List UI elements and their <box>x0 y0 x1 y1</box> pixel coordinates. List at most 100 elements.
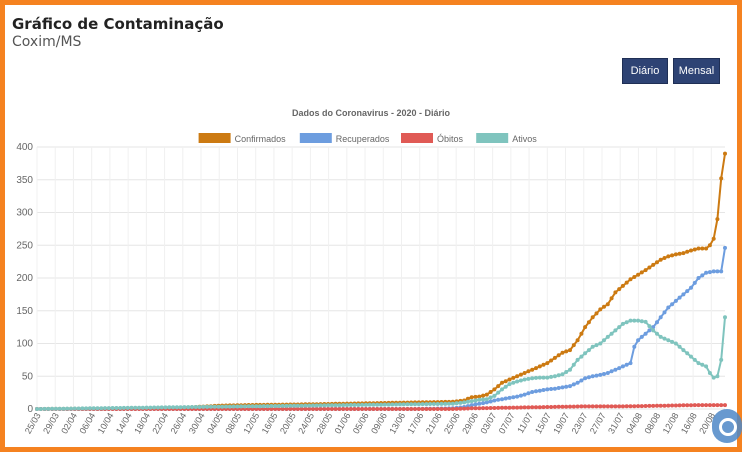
data-point <box>692 357 697 362</box>
data-point <box>292 407 297 411</box>
page-subtitle: Coxim/MS <box>12 34 82 50</box>
data-point <box>658 257 663 262</box>
x-tick-label: 17/06 <box>406 411 426 436</box>
monthly-button[interactable]: Mensal <box>673 58 720 84</box>
data-point <box>605 371 610 375</box>
x-tick-label: 02/04 <box>59 411 79 436</box>
data-point <box>382 402 387 407</box>
data-point <box>337 403 342 408</box>
daily-button[interactable]: Diário <box>622 58 668 84</box>
x-tick-label: 31/07 <box>606 411 626 436</box>
data-point <box>454 406 459 411</box>
data-point <box>556 404 561 409</box>
data-point <box>269 407 274 411</box>
chart-plot <box>35 151 727 411</box>
data-point <box>571 362 576 367</box>
data-point <box>590 374 595 379</box>
data-point <box>628 361 633 366</box>
data-point <box>477 397 482 402</box>
data-point <box>666 305 671 310</box>
data-point <box>35 407 39 411</box>
data-point <box>583 325 588 330</box>
data-point <box>95 406 100 411</box>
x-tick-label: 13/06 <box>387 411 407 436</box>
data-point <box>670 403 675 408</box>
data-point <box>208 404 213 409</box>
data-point <box>704 403 709 408</box>
data-point <box>416 407 421 411</box>
x-tick-label: 16/05 <box>260 411 280 436</box>
data-point <box>534 366 538 371</box>
data-point <box>38 407 43 411</box>
data-point <box>689 403 693 408</box>
data-point <box>106 406 111 411</box>
data-point <box>651 262 656 267</box>
series-confirmados <box>35 151 727 411</box>
data-point <box>288 403 293 408</box>
data-point <box>647 324 652 329</box>
data-point <box>613 404 618 409</box>
data-point <box>371 402 376 407</box>
data-point <box>552 404 557 409</box>
data-point <box>450 407 455 411</box>
data-point <box>707 403 712 408</box>
data-point <box>617 366 622 371</box>
data-point <box>639 319 644 324</box>
data-point <box>662 256 667 260</box>
data-point <box>84 406 89 411</box>
data-point <box>594 343 599 348</box>
data-point <box>598 404 603 409</box>
data-point <box>80 406 85 411</box>
data-point <box>341 403 346 408</box>
data-point <box>118 406 123 410</box>
data-point <box>481 401 486 406</box>
x-tick-label: 25/03 <box>23 411 43 436</box>
y-tick-label: 350 <box>16 175 33 186</box>
data-point <box>367 402 372 407</box>
data-point <box>628 318 633 323</box>
data-point <box>590 404 595 409</box>
data-point <box>481 397 486 402</box>
data-point <box>481 406 486 411</box>
data-point <box>666 403 671 408</box>
data-point <box>473 394 478 399</box>
data-point <box>435 407 440 411</box>
x-tick-label: 06/04 <box>77 411 97 436</box>
data-point <box>345 407 349 411</box>
data-point <box>537 405 542 410</box>
data-point <box>655 331 659 336</box>
data-point <box>522 371 527 375</box>
data-point <box>594 404 599 409</box>
data-point <box>447 407 451 411</box>
data-point <box>288 407 293 411</box>
data-point <box>167 405 172 410</box>
data-point <box>632 318 637 323</box>
data-point <box>534 375 538 380</box>
data-point <box>613 328 618 333</box>
data-point <box>212 404 217 409</box>
data-point <box>624 404 629 409</box>
data-point <box>655 320 659 325</box>
data-point <box>276 404 281 408</box>
data-point <box>462 400 467 405</box>
x-tick-label: 12/05 <box>242 411 262 436</box>
legend-swatch <box>299 133 332 143</box>
data-point <box>643 331 648 336</box>
data-point <box>700 403 705 408</box>
data-point <box>609 331 614 336</box>
legend-label: Recuperados <box>336 134 390 144</box>
x-tick-label: 15/07 <box>533 411 553 436</box>
data-point <box>235 404 240 409</box>
data-point <box>87 406 92 411</box>
legend-label: Confirmados <box>235 134 287 144</box>
data-point <box>186 405 191 410</box>
data-point <box>488 395 493 400</box>
data-point <box>609 404 614 409</box>
data-point <box>424 407 429 411</box>
data-point <box>473 398 478 403</box>
data-point <box>639 270 644 275</box>
data-point <box>242 404 247 409</box>
data-point <box>454 401 459 406</box>
accessibility-button[interactable] <box>712 409 742 443</box>
data-point <box>239 404 244 409</box>
